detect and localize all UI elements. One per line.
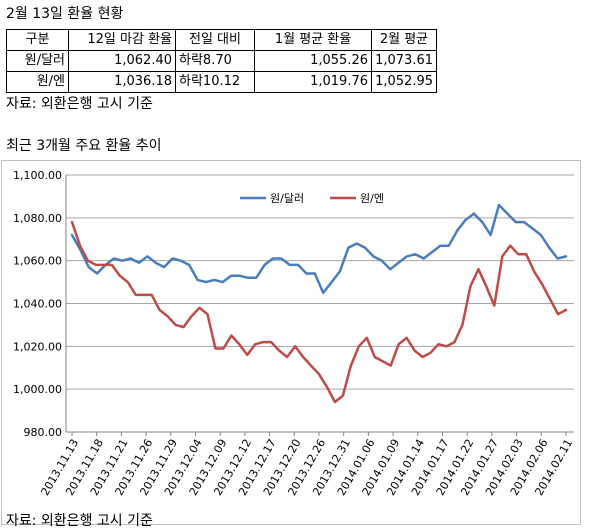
y-tick-label: 1,020.00	[13, 340, 62, 353]
table-cell: 1,019.76	[254, 71, 372, 93]
table-cell: 1,036.18	[68, 71, 176, 93]
y-tick-label: 1,000.00	[13, 383, 62, 396]
source-note: 자료: 외환은행 고시 기준	[6, 96, 153, 112]
chart-area: 980.00 1,000.00 1,020.00 1,040.00 1,060.00 1,…	[1, 160, 581, 525]
header-cell: 12일 마감 환율	[68, 29, 176, 51]
table-cell: 하락10.12	[175, 71, 255, 93]
table-cell: 1,055.26	[254, 50, 372, 72]
series-line-usd	[70, 203, 568, 295]
y-tick-label: 1,040.00	[13, 298, 62, 311]
y-tick-label: 980.00	[24, 426, 63, 439]
header-cell: 2월 평균	[371, 29, 437, 51]
table-cell: 1,062.40	[68, 50, 176, 72]
table-header-row: 구분 12일 마감 환율 전일 대비 1월 평균 환율 2월 평균	[6, 29, 437, 51]
header-cell: 구분	[6, 29, 69, 51]
y-tick-label: 1,060.00	[13, 255, 62, 268]
table-cell: 원/엔	[6, 71, 69, 93]
table-cell: 하락8.70	[175, 50, 255, 72]
source-note-bottom: 자료: 외환은행 고시 기준	[6, 513, 153, 529]
header-cell: 1월 평균 환율	[254, 29, 372, 51]
table-cell: 1,052.95	[371, 71, 437, 93]
legend-label: 원/달러	[270, 192, 304, 205]
header-cell: 전일 대비	[175, 29, 255, 51]
series-line-jpy	[70, 220, 568, 404]
line-chart: 980.00 1,000.00 1,020.00 1,040.00 1,060.00 1,…	[13, 169, 575, 498]
table-cell: 1,073.61	[371, 50, 437, 72]
exchange-rate-table: 구분 12일 마감 환율 전일 대비 1월 평균 환율 2월 평균 원/달러 1…	[6, 29, 437, 93]
table-cell: 원/달러	[6, 50, 69, 72]
table-title: 2월 13일 환율 현황	[6, 6, 124, 22]
y-tick-label: 1,100.00	[13, 169, 62, 182]
y-tick-label: 1,080.00	[13, 212, 62, 225]
table-row: 원/달러 1,062.40 하락8.70 1,055.26 1,073.61	[6, 50, 437, 72]
table-row: 원/엔 1,036.18 하락10.12 1,019.76 1,052.95	[6, 71, 437, 93]
legend-label: 원/엔	[360, 192, 384, 205]
chart-title: 최근 3개월 주요 환율 추이	[6, 138, 162, 154]
